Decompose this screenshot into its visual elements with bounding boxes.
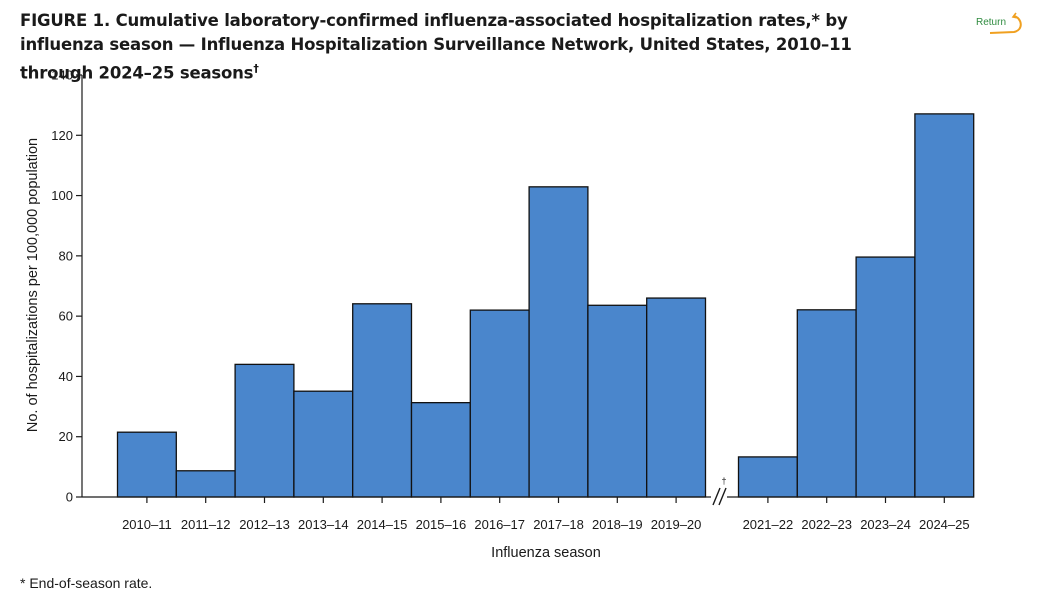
x-tick-label: 2019–20 xyxy=(651,517,702,532)
y-axis-label: No. of hospitalizations per 100,000 popu… xyxy=(25,138,41,432)
return-arrow-icon xyxy=(989,12,1022,34)
bar xyxy=(737,456,798,498)
bar xyxy=(293,390,354,498)
bar xyxy=(175,470,236,498)
y-tick-label: 140 xyxy=(51,68,73,83)
y-axis: 0 20 40 60 80 100 120 140 xyxy=(51,68,83,505)
x-tick-label: 2016–17 xyxy=(474,517,525,532)
x-tick-label: 2018–19 xyxy=(592,517,643,532)
bar xyxy=(914,113,975,498)
bar xyxy=(646,297,707,498)
x-tick-label: 2024–25 xyxy=(919,517,970,532)
figure-label: FIGURE 1 xyxy=(20,11,104,30)
y-tick-label: 80 xyxy=(59,248,73,263)
x-tick-label: 2023–24 xyxy=(860,517,911,532)
y-tick-label: 60 xyxy=(59,309,73,324)
figure-title: FIGURE 1. Cumulative laboratory-confirme… xyxy=(20,11,852,83)
y-tick-label: 100 xyxy=(51,188,73,203)
bar xyxy=(469,309,530,498)
x-tick-label: 2010–11 xyxy=(122,517,172,532)
bar xyxy=(116,431,177,498)
axis-break-mark xyxy=(718,487,727,506)
y-tick-label: 0 xyxy=(66,490,73,505)
x-tick-label: 2021–22 xyxy=(743,517,794,532)
bar xyxy=(796,309,857,498)
x-tick-label: 2014–15 xyxy=(357,517,408,532)
x-tick-label: 2017–18 xyxy=(533,517,584,532)
axis-break-footnote-mark: † xyxy=(721,476,726,486)
x-tick-label: 2011–12 xyxy=(181,517,231,532)
y-tick-label: 120 xyxy=(51,128,73,143)
x-tick-label: 2015–16 xyxy=(416,517,467,532)
bar xyxy=(528,186,589,498)
return-label: Return xyxy=(976,17,1007,28)
bar xyxy=(234,363,295,498)
footnote: * End-of-season rate. xyxy=(20,575,153,591)
bar xyxy=(410,402,471,498)
axis-break-mark xyxy=(712,487,721,506)
title-footnote-mark: † xyxy=(253,62,259,75)
return-link[interactable]: Return xyxy=(970,12,1028,38)
bar xyxy=(855,256,916,498)
figure-title-text: Cumulative laboratory-confirmed influenz… xyxy=(20,11,852,83)
x-tick-label: 2012–13 xyxy=(239,517,290,532)
y-tick-label: 20 xyxy=(59,429,73,444)
x-tick-label: 2013–14 xyxy=(298,517,349,532)
bars-group xyxy=(116,113,975,498)
bar xyxy=(587,304,648,498)
x-axis: † 2010–11 2011–12 2012–13 2013–14 2014–15 2015… xyxy=(82,476,974,532)
bar xyxy=(352,303,413,498)
x-tick-label: 2022–23 xyxy=(801,517,852,532)
y-tick-label: 40 xyxy=(59,369,73,384)
x-axis-label: Influenza season xyxy=(491,545,601,561)
